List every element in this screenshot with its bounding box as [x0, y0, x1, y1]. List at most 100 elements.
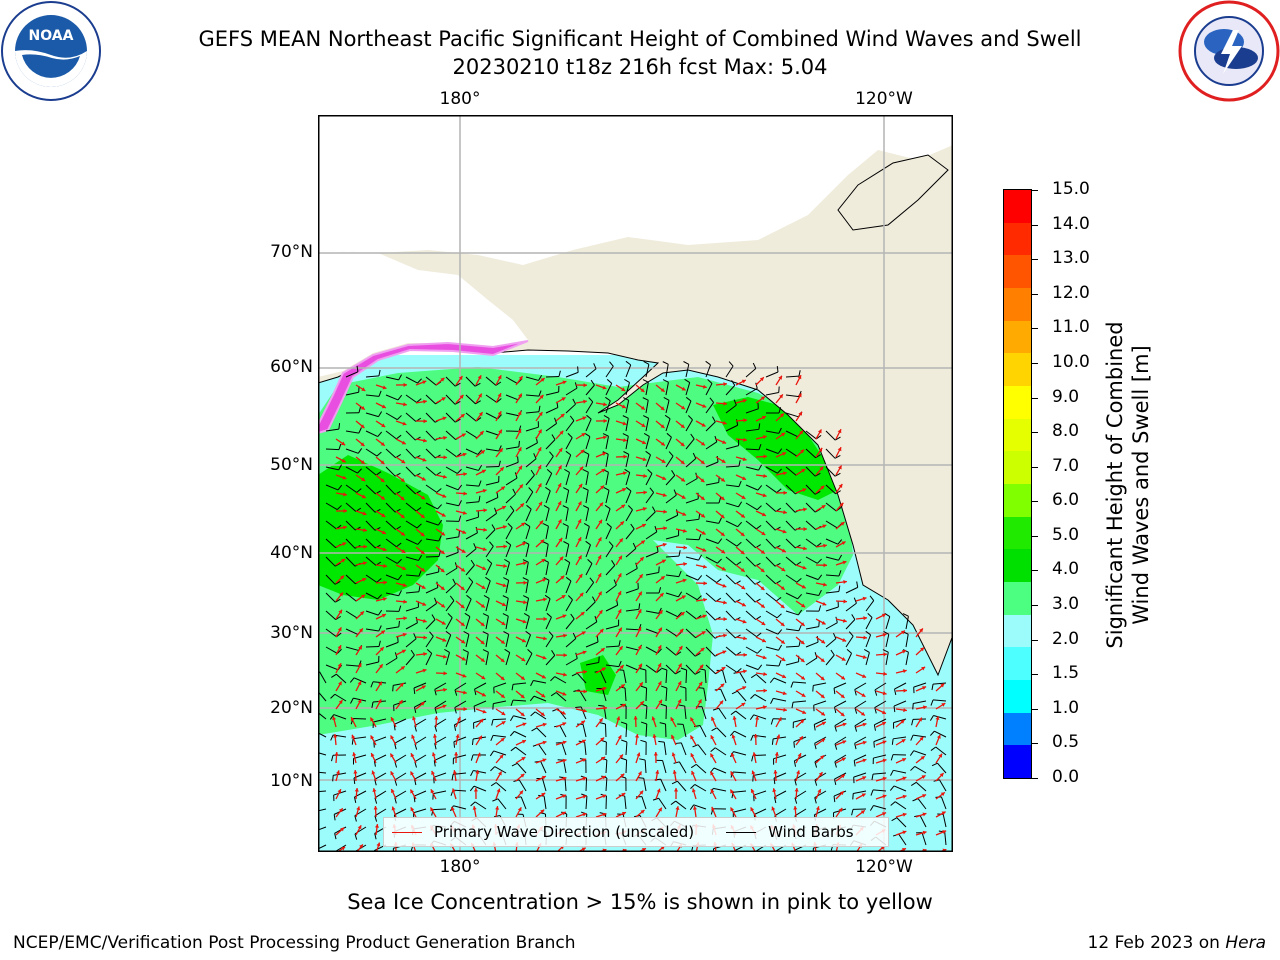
wave-arrow-head: [361, 477, 366, 482]
wind-barb-flag: [434, 725, 438, 732]
wind-barb: [325, 466, 339, 471]
wave-arrow-head: [622, 421, 627, 426]
wave-arrow-head: [451, 788, 456, 793]
wind-barb: [564, 777, 567, 792]
wind-barb: [365, 556, 377, 566]
wind-barb: [933, 715, 947, 720]
wind-barb: [678, 761, 687, 774]
wind-barb: [565, 658, 578, 666]
wind-barb: [913, 734, 927, 738]
wave-arrow-head: [723, 617, 727, 622]
wind-barb: [485, 394, 497, 403]
wave-arrow-head: [370, 717, 374, 722]
wind-barb: [485, 412, 498, 420]
wind-barb: [834, 736, 847, 745]
wind-barb-flag: [818, 605, 822, 612]
wave-arrow-head: [922, 830, 927, 835]
wind-barb: [645, 687, 648, 702]
wind-barb: [873, 805, 887, 810]
wave-arrow-head: [936, 734, 941, 739]
wind-barb: [665, 535, 679, 540]
wind-barb-flag: [490, 782, 497, 787]
wind-barb-flag: [642, 379, 649, 383]
wave-arrow-head: [760, 586, 765, 591]
wind-barb: [585, 508, 590, 522]
wave-arrow-head: [422, 457, 427, 462]
wind-barb: [874, 718, 887, 726]
wave-arrow-head: [521, 739, 526, 744]
wave-arrow-head: [357, 663, 362, 668]
wave-arrow-head: [538, 501, 543, 506]
wave-arrow-head: [480, 658, 485, 662]
wave-arrow-head: [440, 550, 445, 554]
wind-barb: [845, 586, 858, 594]
wind-barb: [585, 418, 592, 432]
wave-arrow-head: [838, 483, 843, 488]
wind-barb-flag: [546, 612, 552, 618]
wind-barb: [505, 527, 513, 540]
wind-barb-flag: [582, 469, 589, 473]
wave-arrow-head: [617, 591, 622, 596]
wind-barb: [565, 562, 571, 576]
wind-barb-flag: [509, 731, 515, 737]
wave-arrow-head: [518, 376, 523, 381]
wind-barb-flag: [718, 517, 722, 524]
wind-barb: [785, 556, 797, 566]
wave-arrow-head: [762, 705, 767, 710]
wave-arrow-head: [637, 627, 642, 632]
wind-barb-flag: [733, 399, 737, 406]
wave-arrow-head: [682, 528, 687, 533]
wind-barb-flag: [522, 577, 529, 581]
wave-arrow-head: [463, 491, 467, 496]
wave-arrow-head: [420, 532, 425, 537]
wind-barb: [353, 736, 367, 740]
wind-barb: [625, 528, 635, 540]
wave-arrow-head: [690, 717, 694, 722]
wind-barb-flag: [477, 449, 483, 455]
wave-arrow-head: [363, 528, 367, 533]
wind-barb: [680, 742, 687, 756]
wind-barb: [913, 682, 927, 688]
wave-arrow-head: [761, 512, 766, 517]
wave-arrow-head: [779, 394, 783, 399]
wind-barb-flag: [658, 587, 662, 594]
wind-barb-flag: [635, 562, 638, 569]
colorbar-label: Significant Height of Combined Wind Wave…: [1102, 321, 1154, 648]
wave-arrow-head: [370, 753, 375, 758]
wind-barb: [425, 412, 436, 423]
wind-barb: [665, 592, 679, 598]
wind-barb: [939, 779, 947, 792]
wind-barb: [825, 538, 839, 545]
wave-arrow-head: [343, 525, 347, 530]
wave-arrow-head: [861, 693, 866, 697]
wind-barb: [734, 730, 747, 738]
wave-arrow-head: [690, 753, 695, 758]
wave-arrow-head: [657, 663, 662, 668]
wave-arrow-head: [780, 586, 785, 590]
wave-arrow-head: [802, 710, 807, 714]
wind-barb: [334, 693, 347, 702]
wind-barb: [725, 502, 739, 508]
wave-arrow-head: [411, 734, 416, 739]
wind-barb: [333, 714, 347, 720]
wind-barb: [940, 796, 947, 810]
wind-barb: [432, 808, 447, 811]
wave-arrow-head: [423, 438, 427, 443]
wave-arrow-head: [778, 375, 782, 380]
wave-arrow-head: [543, 597, 547, 602]
wind-barb-flag: [673, 489, 677, 496]
wind-barb-flag: [396, 415, 402, 420]
wind-barb: [545, 490, 551, 504]
wind-barb-flag: [336, 648, 342, 654]
wind-barb: [394, 772, 407, 781]
wind-barb: [605, 545, 614, 558]
wave-arrow-head: [821, 620, 826, 625]
colorbar-tick-mark: [1032, 224, 1038, 226]
wind-barb: [745, 502, 758, 511]
wave-arrow-head: [340, 827, 345, 832]
wind-barb-flag: [621, 739, 628, 743]
wind-barb-flag: [357, 448, 363, 454]
wind-barb-flag: [451, 774, 454, 781]
wave-arrow-head: [343, 508, 347, 514]
wind-barb-flag: [454, 689, 458, 696]
